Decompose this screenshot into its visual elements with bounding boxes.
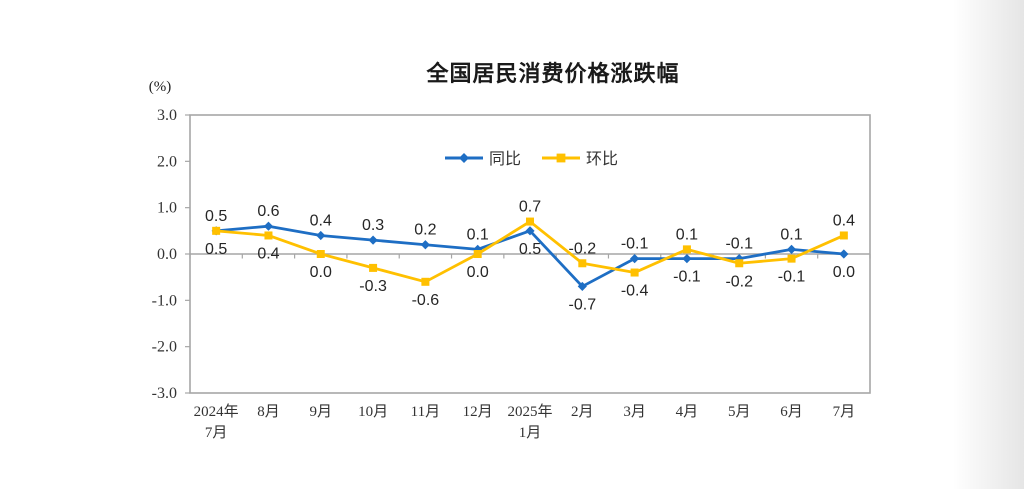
marker-mom-9 — [682, 245, 691, 254]
y-tick-label: 1.0 — [157, 200, 177, 217]
y-tick-label: -1.0 — [152, 292, 177, 309]
data-label-above: 0.4 — [310, 212, 332, 229]
data-label-below: 0.0 — [310, 264, 332, 281]
data-label-below: -0.7 — [569, 296, 597, 313]
marker-yoy-1 — [263, 221, 274, 231]
x-tick-label: 6月 — [780, 404, 803, 420]
marker-mom-3 — [369, 263, 378, 272]
legend-label-mom: 环比 — [586, 150, 618, 168]
x-tick-label: 3月 — [623, 404, 646, 420]
marker-mom-7 — [578, 259, 587, 268]
marker-mom-4 — [421, 277, 430, 286]
x-tick-label: 10月 — [358, 404, 388, 420]
marker-yoy-3 — [368, 235, 378, 245]
marker-mom-2 — [316, 250, 325, 258]
data-label-above: -0.2 — [569, 240, 597, 257]
marker-mom-8 — [630, 268, 639, 277]
x-tick-label: 2月 — [571, 404, 594, 420]
data-label-above: -0.1 — [621, 236, 649, 253]
marker-mom-12 — [839, 231, 848, 240]
marker-mom-5 — [473, 250, 482, 258]
legend-label-yoy: 同比 — [489, 150, 521, 168]
marker-yoy-4 — [420, 240, 430, 250]
marker-mom-10 — [735, 259, 744, 268]
data-label-below: 0.4 — [257, 245, 279, 262]
data-label-below: -0.1 — [673, 269, 701, 286]
marker-yoy-7 — [577, 281, 587, 292]
y-tick-label: 3.0 — [157, 107, 177, 124]
data-label-above: 0.7 — [519, 199, 541, 216]
legend-marker-yoy — [459, 153, 469, 163]
data-label-above: 0.2 — [414, 222, 436, 239]
data-label-below: 0.0 — [467, 264, 489, 281]
data-label-above: 0.1 — [467, 226, 489, 243]
data-label-above: 0.1 — [676, 226, 698, 243]
legend-marker-mom — [556, 153, 566, 163]
data-label-above: 0.5 — [205, 208, 227, 225]
marker-yoy-12 — [839, 249, 849, 259]
data-label-above: 0.6 — [257, 203, 279, 220]
data-label-below: 0.0 — [833, 264, 855, 281]
x-tick-label: 7月 — [205, 425, 228, 441]
x-tick-label: 12月 — [463, 404, 493, 420]
marker-yoy-8 — [630, 254, 640, 264]
x-tick-label: 5月 — [728, 404, 751, 420]
chart-title: 全国居民消费价格涨跌幅 — [426, 61, 680, 86]
data-label-above: 0.1 — [780, 226, 802, 243]
x-tick-label: 8月 — [257, 404, 280, 420]
x-tick-label: 1月 — [519, 425, 542, 441]
x-tick-label: 2024年 — [194, 403, 239, 420]
data-label-below: -0.4 — [621, 283, 649, 300]
y-tick-label: -2.0 — [152, 339, 177, 356]
x-tick-label: 2025年 — [507, 403, 552, 420]
y-tick-label: 2.0 — [157, 153, 177, 170]
marker-yoy-11 — [786, 244, 797, 254]
marker-mom-6 — [526, 217, 534, 226]
marker-yoy-6 — [525, 226, 535, 236]
x-tick-label: 7月 — [833, 404, 856, 420]
marker-mom-0 — [212, 226, 221, 235]
y-axis-unit-label: (%) — [148, 79, 172, 95]
data-label-below: 0.5 — [205, 241, 227, 258]
marker-mom-11 — [787, 254, 796, 263]
x-tick-label: 4月 — [676, 404, 699, 420]
data-label-below: -0.6 — [412, 292, 440, 309]
data-label-above: 0.3 — [362, 217, 384, 234]
y-tick-label: 0.0 — [157, 246, 177, 263]
marker-mom-1 — [264, 231, 273, 240]
marker-yoy-2 — [316, 230, 326, 241]
data-label-below: 0.5 — [519, 241, 541, 258]
data-label-below: -0.1 — [778, 269, 806, 286]
data-label-above: -0.1 — [725, 236, 753, 253]
x-tick-label: 9月 — [310, 404, 333, 420]
x-tick-label: 11月 — [411, 404, 440, 420]
data-label-above: 0.4 — [833, 212, 855, 229]
data-label-below: -0.2 — [725, 273, 753, 290]
marker-yoy-9 — [682, 254, 692, 264]
data-label-below: -0.3 — [359, 278, 387, 295]
marker-yoy-10 — [734, 254, 744, 264]
y-tick-label: -3.0 — [152, 385, 177, 402]
